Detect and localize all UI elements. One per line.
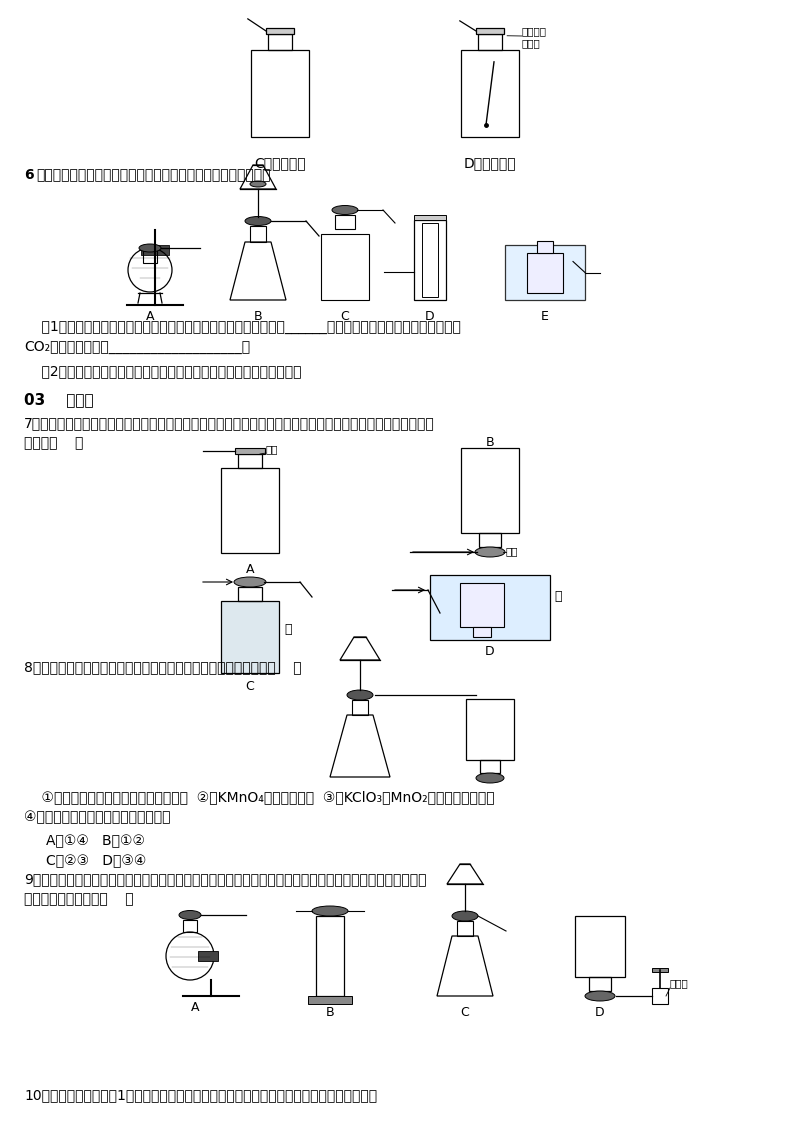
Bar [480, 760, 500, 773]
Ellipse shape [475, 547, 505, 557]
Bar [266, 28, 294, 34]
Text: A．①④   B．①②: A．①④ B．①② [46, 834, 145, 848]
Text: B: B [326, 1006, 334, 1019]
Bar [221, 601, 279, 674]
Bar [457, 921, 473, 936]
Text: 条熄灭: 条熄灭 [522, 38, 541, 48]
Ellipse shape [452, 911, 478, 921]
Bar [221, 468, 279, 554]
Text: D: D [485, 645, 495, 658]
Text: 9．老师提出用碳酸钠粉末与稀盐酸制取二氧化碳，为了完成实验，有四位同学组装了以下发生装置，你认为: 9．老师提出用碳酸钠粉末与稀盐酸制取二氧化碳，为了完成实验，有四位同学组装了以下… [24, 872, 426, 886]
Bar [461, 448, 519, 533]
Bar [652, 968, 668, 972]
Text: A: A [146, 310, 154, 323]
Bar [430, 575, 550, 640]
Text: C: C [341, 310, 350, 323]
Text: 03    中档题: 03 中档题 [24, 392, 94, 408]
Text: B: B [486, 436, 494, 449]
Bar [335, 215, 355, 229]
Text: 7．（宿迁中考）某气体常温下不与空气中的成分反应，密度比空气小，极易溶于水，以下收集该气体的方法正: 7．（宿迁中考）某气体常温下不与空气中的成分反应，密度比空气小，极易溶于水，以下… [24, 415, 434, 430]
Text: 棉花: 棉花 [506, 546, 518, 556]
Text: 最合适的一套装置是（    ）: 最合适的一套装置是（ ） [24, 892, 134, 906]
Bar [251, 50, 309, 137]
Bar [479, 533, 501, 547]
Text: 注射器: 注射器 [670, 978, 689, 988]
Bar [352, 700, 368, 715]
Bar [478, 34, 502, 50]
Bar [141, 245, 169, 255]
Bar [414, 220, 446, 300]
Text: E: E [541, 310, 549, 323]
Text: 玻片: 玻片 [266, 444, 278, 454]
Text: ．（乐山中考）如图是实验室的部分实验装置，回答有关问题。: ．（乐山中考）如图是实验室的部分实验装置，回答有关问题。 [36, 168, 270, 182]
Ellipse shape [312, 906, 348, 916]
Bar [589, 977, 611, 990]
Ellipse shape [179, 910, 201, 919]
Text: 10．（通辽中考）如图1是实验室制取氧气或二氧化碳时经常用到的仪器，请回答有关问题。: 10．（通辽中考）如图1是实验室制取氧气或二氧化碳时经常用到的仪器，请回答有关问… [24, 1088, 377, 1101]
Bar [460, 583, 504, 627]
Text: D: D [425, 310, 435, 323]
Ellipse shape [245, 216, 271, 225]
Text: 水: 水 [284, 624, 291, 636]
Bar [268, 34, 292, 50]
Ellipse shape [139, 245, 161, 252]
Bar [238, 454, 262, 468]
Text: A: A [246, 563, 254, 576]
Text: （1）实验室用稀盐酸与石灰石反应制取二氧化碳应选用的装置是______（填编号）；其中，发生装置中产生: （1）实验室用稀盐酸与石灰石反应制取二氧化碳应选用的装置是______（填编号）… [24, 320, 461, 334]
Bar [308, 996, 352, 1004]
Text: C．②③   D．③④: C．②③ D．③④ [46, 854, 146, 868]
Text: （2）请分别简述检验二氧化碳是否集满的方法和检验该气体的方法。: （2）请分别简述检验二氧化碳是否集满的方法和检验该气体的方法。 [24, 365, 302, 378]
Text: C: C [461, 1006, 470, 1019]
Bar [235, 448, 265, 454]
Text: 8．（连云港中考）在实验室中利用下图装置，可以进行的实验是（    ）: 8．（连云港中考）在实验室中利用下图装置，可以进行的实验是（ ） [24, 660, 302, 674]
Text: CO₂的化学方程式为___________________。: CO₂的化学方程式为___________________。 [24, 340, 250, 354]
Text: 水: 水 [554, 590, 562, 603]
Text: D．验满气体: D．验满气体 [464, 156, 516, 170]
Bar [473, 627, 491, 637]
Ellipse shape [250, 181, 266, 187]
Bar [537, 241, 553, 252]
Bar [321, 234, 369, 300]
Text: C: C [246, 680, 254, 693]
Bar [250, 226, 266, 242]
Bar [414, 215, 446, 220]
Bar [466, 698, 514, 760]
Text: 燃着的木: 燃着的木 [522, 26, 547, 36]
Bar [143, 248, 157, 263]
Text: A: A [190, 1001, 199, 1014]
Bar [575, 916, 625, 977]
Ellipse shape [347, 691, 373, 700]
Text: C．收集气体: C．收集气体 [254, 156, 306, 170]
Bar [652, 988, 668, 1004]
Bar [527, 252, 563, 293]
Text: D: D [595, 1006, 605, 1019]
Ellipse shape [585, 990, 615, 1001]
Bar [198, 951, 218, 961]
Text: B: B [254, 310, 262, 323]
Ellipse shape [332, 206, 358, 214]
Text: 6: 6 [24, 168, 34, 182]
Text: ①用过氧化氢溶液和二氧化锰制取氧气  ②用KMnO₄固体制取氧气  ③用KClO₃与MnO₂的混合物制取氧气: ①用过氧化氢溶液和二氧化锰制取氧气 ②用KMnO₄固体制取氧气 ③用KClO₃与… [24, 790, 494, 804]
Bar [476, 28, 504, 34]
Bar [505, 245, 585, 300]
Ellipse shape [234, 577, 266, 588]
Text: ④用石灰石与稀盐酸制取二氧化碳气体: ④用石灰石与稀盐酸制取二氧化碳气体 [24, 811, 170, 824]
Bar [316, 916, 344, 996]
Bar [183, 920, 197, 932]
Bar [461, 50, 519, 137]
Ellipse shape [476, 773, 504, 783]
Bar [422, 223, 438, 297]
Text: 确的是（    ）: 确的是（ ） [24, 436, 83, 451]
Bar [238, 588, 262, 601]
